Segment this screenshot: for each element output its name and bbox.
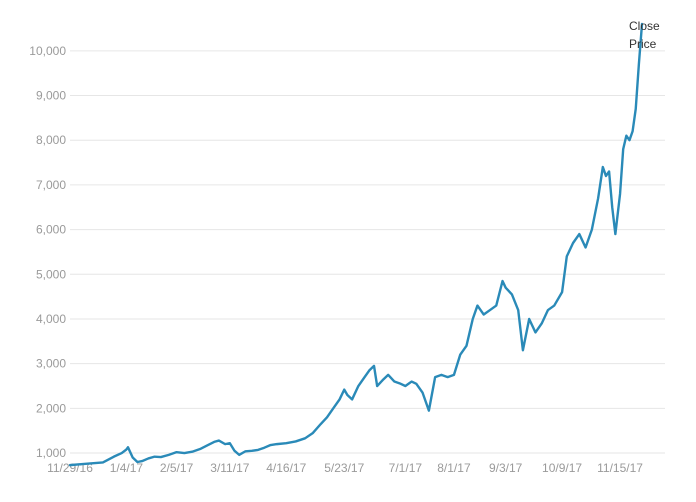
y-tick-label: 7,000	[36, 178, 66, 192]
gridlines	[70, 50, 665, 454]
legend-label-line-2: Price	[629, 37, 657, 51]
x-tick-label: 8/1/17	[437, 461, 471, 475]
x-tick-label: 3/11/17	[210, 461, 249, 475]
x-tick-label: 4/16/17	[266, 461, 306, 475]
series-line-close-price	[68, 22, 644, 467]
x-tick-label: 5/23/17	[324, 461, 364, 475]
x-axis: 11/29/16 1/4/17 2/5/17 3/11/17 4/16/17 5/23/1…	[47, 461, 643, 475]
legend: Close Price	[629, 19, 660, 51]
y-tick-label: 2,000	[36, 401, 66, 415]
series-group	[68, 22, 644, 467]
y-tick-label: 8,000	[36, 133, 66, 147]
y-tick-label: 1,000	[36, 446, 66, 460]
y-tick-label: 10,000	[29, 44, 66, 58]
legend-label-line-1: Close	[629, 19, 660, 33]
x-tick-label: 11/15/17	[597, 461, 643, 475]
x-tick-label: 9/3/17	[489, 461, 523, 475]
x-tick-label: 7/1/17	[389, 461, 423, 475]
x-tick-label: 2/5/17	[160, 461, 194, 475]
x-tick-label: 10/9/17	[542, 461, 582, 475]
y-tick-label: 9,000	[36, 89, 66, 103]
y-tick-label: 5,000	[36, 267, 66, 281]
x-tick-label: 1/4/17	[110, 461, 144, 475]
y-tick-label: 4,000	[36, 312, 66, 326]
y-tick-label: 3,000	[36, 357, 66, 371]
y-axis: 1,000 2,000 3,000 4,000 5,000 6,000 7,000 8,000…	[29, 44, 66, 460]
y-tick-label: 6,000	[36, 223, 66, 237]
